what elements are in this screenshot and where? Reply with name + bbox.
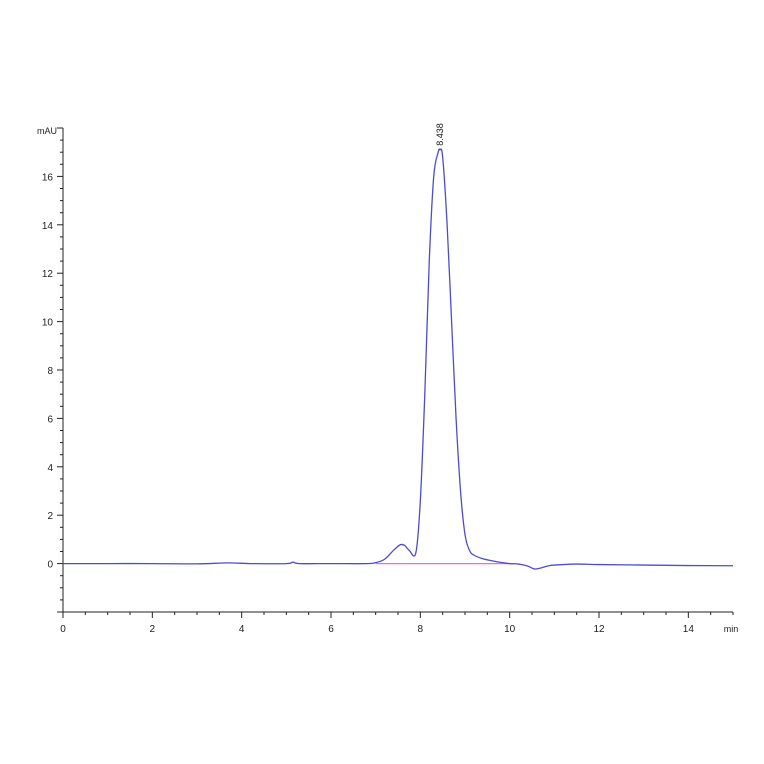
x-tick-label: 2: [150, 624, 156, 635]
x-axis-label: min: [724, 624, 739, 634]
x-tick-label: 10: [504, 624, 516, 635]
chart-marks: 8.438: [63, 123, 734, 570]
y-tick-label: 16: [42, 172, 54, 183]
y-tick-label: 8: [47, 366, 53, 377]
axis-ticks: [57, 127, 734, 618]
x-tick-label: 14: [683, 624, 695, 635]
x-tick-label: 4: [239, 624, 245, 635]
x-tick-label: 12: [593, 624, 605, 635]
y-tick-label: 6: [47, 414, 53, 425]
peak-label: 8.438: [435, 123, 445, 146]
y-tick-label: 10: [42, 318, 54, 329]
tick-labels: 0 2 4 6 8 10 12 14 min 0 2 4 6 8 10 12 14 16 mAU: [37, 126, 738, 635]
x-tick-label: 8: [418, 624, 424, 635]
y-tick-label: 0: [47, 560, 53, 571]
x-tick-label: 6: [328, 624, 334, 635]
y-tick-label: 4: [47, 463, 53, 474]
y-tick-label: 14: [42, 221, 54, 232]
axes: [62, 128, 733, 613]
x-tick-label: 0: [60, 624, 66, 635]
y-tick-label: 2: [47, 511, 53, 522]
signal-trace: [63, 148, 734, 570]
y-tick-label: 12: [42, 269, 54, 280]
y-axis-label: mAU: [37, 126, 57, 136]
